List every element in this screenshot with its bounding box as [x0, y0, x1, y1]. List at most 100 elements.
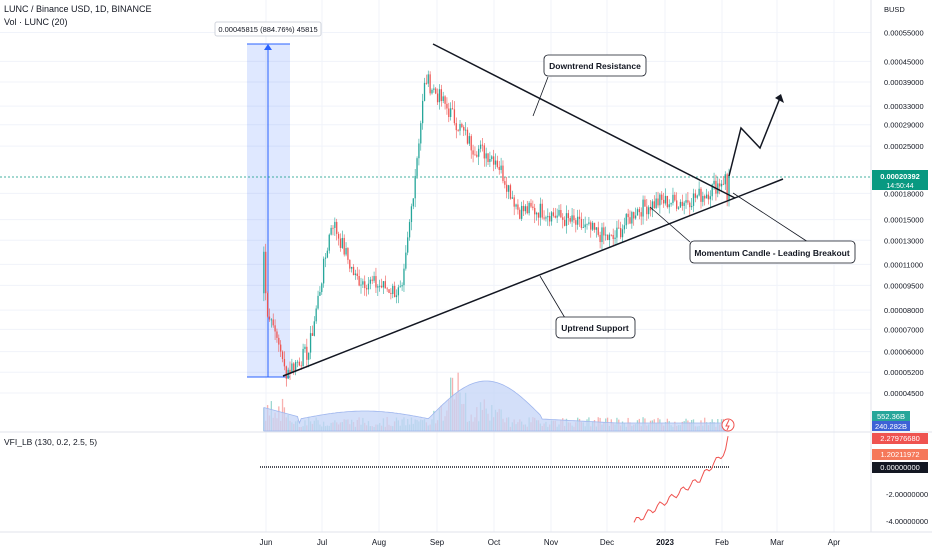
candle-body — [629, 217, 631, 224]
candle-body — [612, 234, 614, 240]
candle-body — [532, 206, 534, 208]
vfi-tick-label: -2.00000000 — [886, 490, 928, 499]
candle-body — [584, 224, 586, 228]
candle-body — [664, 195, 667, 204]
candle-body — [569, 218, 571, 222]
candle-body — [694, 193, 697, 198]
candle-body — [442, 96, 444, 102]
candle-body — [446, 103, 448, 109]
candle-body — [408, 222, 411, 238]
price-tick-label: 0.00055000 — [884, 29, 924, 38]
candle-body — [560, 210, 562, 218]
price-tick-label: 0.00008000 — [884, 306, 924, 315]
measure-label-box — [214, 21, 322, 37]
candle-body — [436, 93, 439, 103]
lightning-icon[interactable] — [721, 418, 735, 432]
candle-body — [674, 194, 676, 201]
candle-body — [582, 227, 584, 229]
candle-body — [272, 319, 274, 326]
vfi-line — [633, 436, 729, 523]
price-tick-label: 0.00029000 — [884, 121, 924, 130]
candle-body — [470, 136, 472, 151]
candle-body — [328, 234, 330, 251]
candle-body — [494, 160, 497, 165]
candle-body — [487, 153, 489, 162]
candle-body — [573, 215, 575, 221]
candles — [263, 70, 730, 387]
candle-body — [547, 215, 549, 218]
uptrend-line — [282, 178, 784, 377]
candle-body — [679, 201, 682, 208]
candle-body — [562, 217, 564, 220]
price-tick-label: 0.00004500 — [884, 389, 924, 398]
candle-body — [580, 218, 583, 228]
candle-body — [395, 295, 398, 298]
candle-body — [334, 221, 336, 228]
candle-body — [476, 154, 478, 157]
volume-ma-area — [263, 380, 730, 432]
candle-body — [535, 212, 538, 215]
candle-body — [640, 212, 642, 217]
candle-body — [365, 288, 368, 290]
candle-body — [711, 184, 713, 197]
candle-body — [459, 124, 461, 131]
candle-body — [263, 251, 265, 294]
candle-body — [636, 209, 639, 216]
candle-body — [709, 196, 711, 200]
candle-body — [642, 199, 644, 217]
price-tick-label: 0.00015000 — [884, 216, 924, 225]
candle-body — [668, 204, 670, 208]
candle-body — [291, 363, 293, 373]
price-tick-label: 0.00025000 — [884, 142, 924, 151]
candle-body — [687, 200, 689, 203]
candle-body — [646, 206, 648, 215]
candle-body — [266, 293, 269, 317]
downtrend-callout: Downtrend Resistance — [549, 61, 641, 71]
price-tick-label: 0.00039000 — [884, 78, 924, 87]
candle-body — [414, 175, 416, 199]
candle-body — [403, 268, 405, 286]
candle-body — [575, 220, 577, 225]
candle-body — [644, 199, 646, 207]
time-tick-label: Feb — [715, 538, 729, 547]
volume-legend: Vol · LUNC (20) — [4, 17, 68, 27]
volume-badge — [872, 411, 910, 421]
vfi-zero-badge — [872, 462, 928, 473]
candle-body — [317, 295, 319, 309]
candle-body — [450, 108, 452, 118]
candle-body — [595, 227, 598, 230]
candle-body — [653, 201, 655, 208]
candle-body — [702, 196, 704, 202]
breakout-callout-line-a — [649, 206, 691, 243]
candle-body — [700, 188, 702, 202]
time-tick-label: Sep — [430, 538, 445, 547]
candle-body — [627, 213, 629, 218]
candle-body — [349, 259, 351, 269]
candle-body — [515, 204, 517, 207]
lightning-icon-bolt — [725, 419, 730, 431]
candle-body — [435, 88, 437, 94]
candle-body — [588, 222, 590, 224]
candle-body — [479, 144, 482, 149]
time-tick-label: Oct — [488, 538, 501, 547]
candle-body — [683, 202, 685, 206]
measure-label: 0.00045815 (884.76%) 45815 — [218, 25, 317, 34]
candle-body — [567, 213, 570, 219]
breakout-callout-box — [689, 240, 856, 264]
candle-body — [420, 123, 422, 144]
price-tick-label: 0.00006000 — [884, 348, 924, 357]
last-price-value: 0.00020392 — [880, 172, 920, 181]
candle-body — [397, 287, 400, 296]
candle-body — [502, 165, 504, 182]
candle-body — [634, 215, 637, 219]
candle-body — [399, 286, 401, 288]
volume-ma-badge — [872, 421, 910, 431]
time-tick-label: Jul — [317, 538, 327, 547]
candle-body — [590, 222, 592, 230]
candle-body — [377, 286, 379, 288]
candle-body — [681, 201, 683, 206]
candle-body — [722, 183, 725, 185]
candle-body — [520, 205, 523, 219]
candle-body — [388, 289, 390, 293]
